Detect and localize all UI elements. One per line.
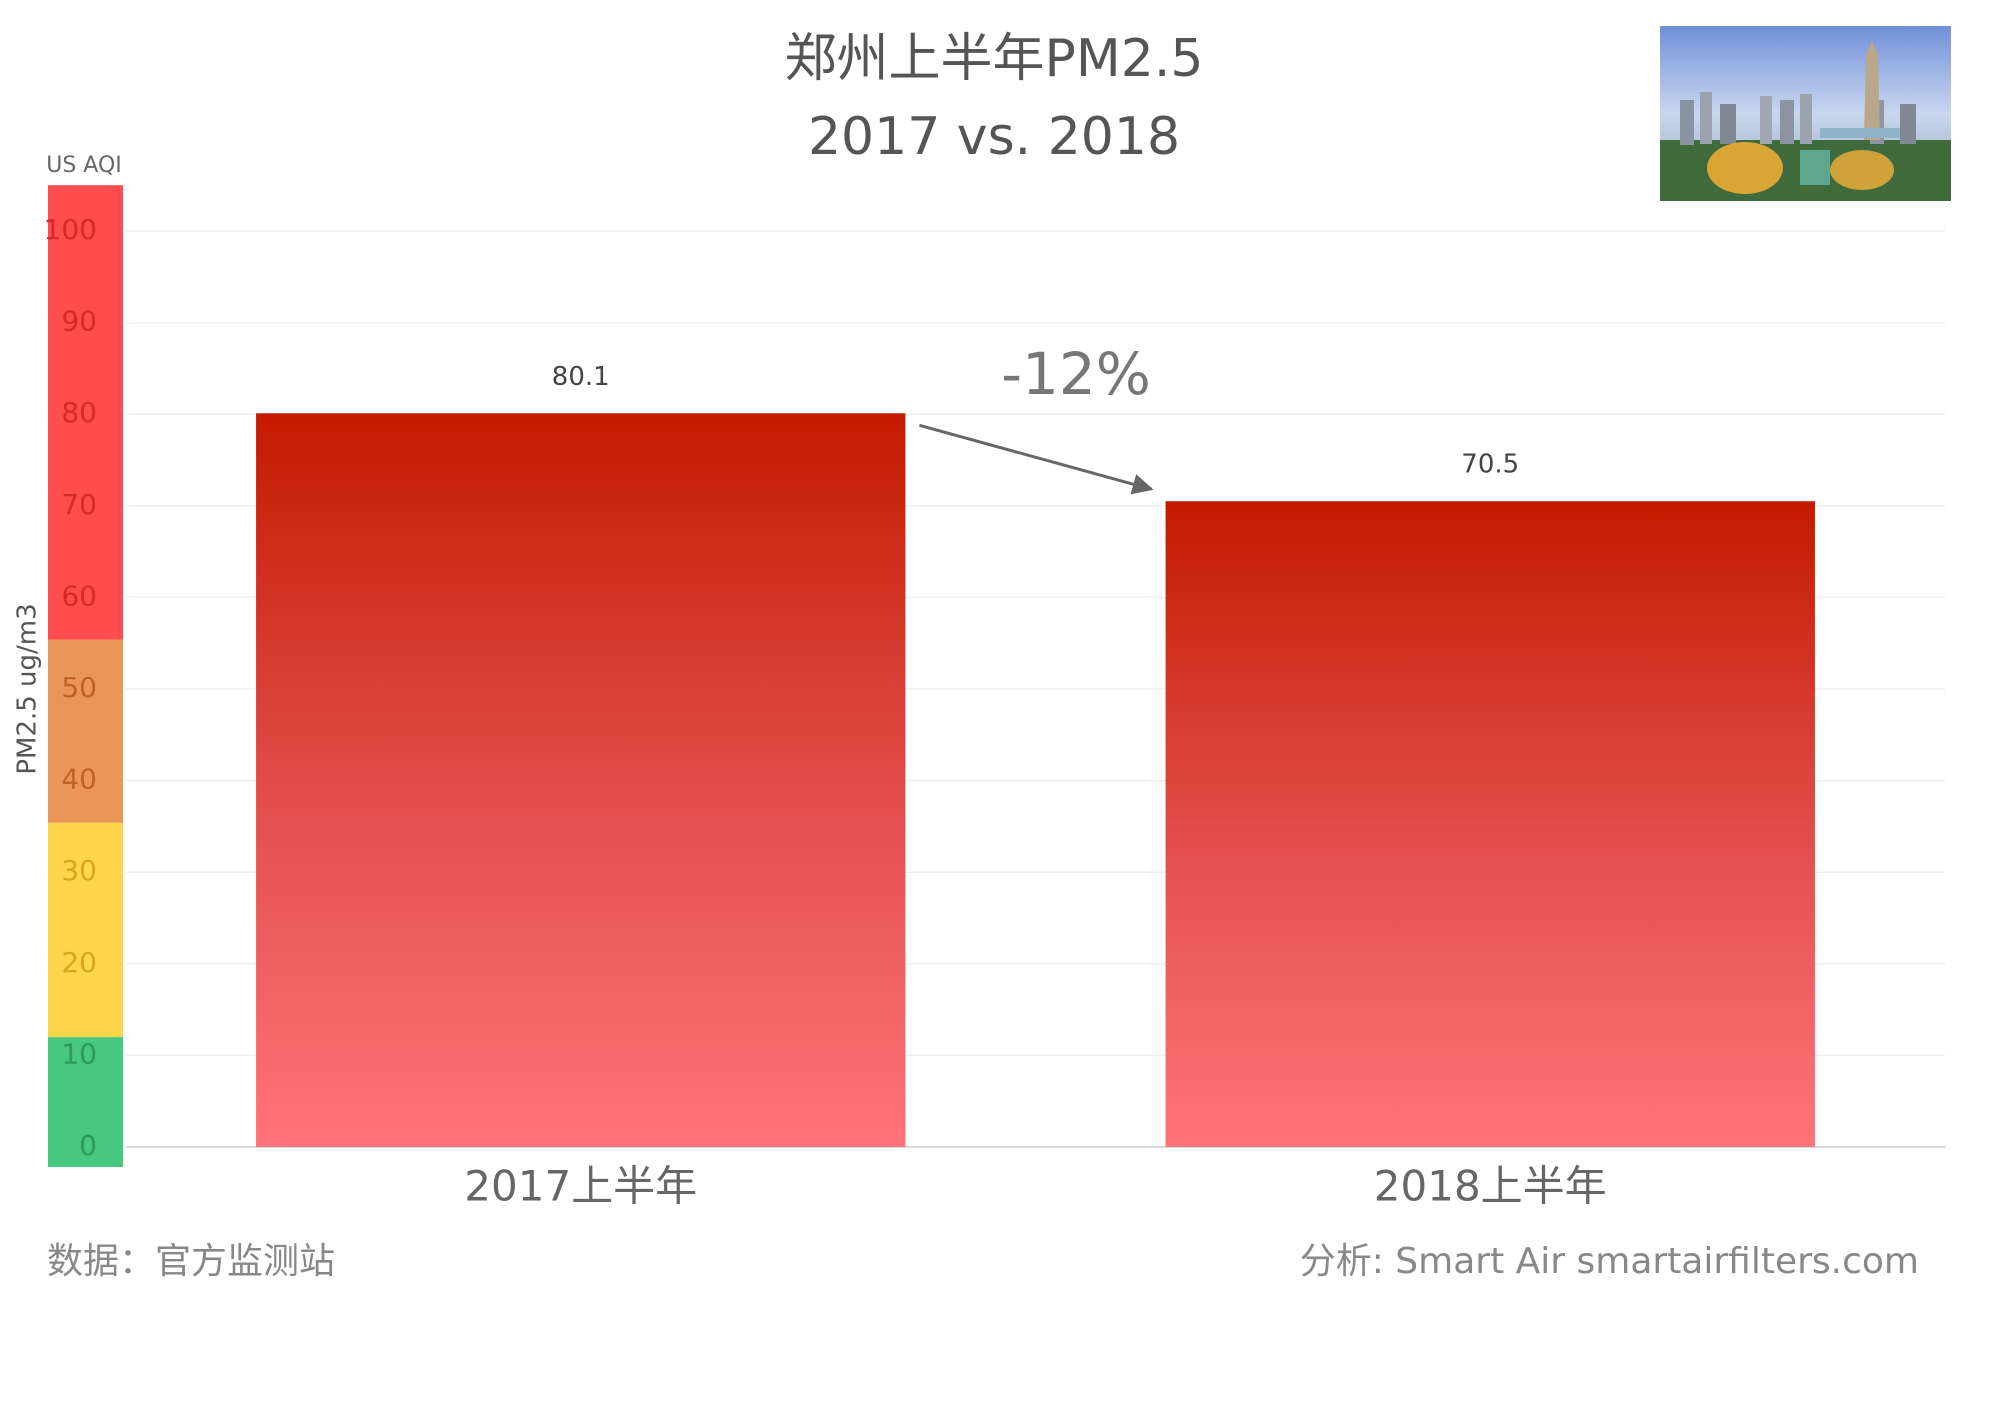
annotation: -12% [1001, 340, 1151, 408]
y-tick-label: 90 [61, 305, 97, 338]
y-tick-label: 10 [61, 1037, 97, 1070]
chart-subtitle: 2017 vs. 2018 [808, 107, 1180, 167]
chart-title: 郑州上半年PM2.5 [785, 29, 1204, 89]
aqi-label: US AQI [46, 153, 122, 178]
city-photo [1660, 26, 1951, 201]
aqi-band [48, 822, 123, 1038]
source: 数据：官方监测站 [47, 1241, 335, 1282]
y-tick-label: 50 [61, 671, 97, 704]
y-axis-label: PM2.5 ug/m3 [13, 603, 43, 774]
y-tick-label: 100 [44, 213, 97, 246]
aqi-band [48, 1037, 123, 1167]
y-tick-label: 30 [61, 854, 97, 887]
bar [1165, 501, 1815, 1148]
y-tick-label: 0 [79, 1129, 97, 1162]
value-label: 70.5 [1461, 450, 1519, 480]
y-tick-label: 60 [61, 579, 97, 612]
x-tick-label: 2018上半年 [1374, 1162, 1607, 1211]
bar [256, 413, 906, 1147]
x-tick-label: 2017上半年 [464, 1162, 697, 1211]
annotation-arrow [919, 423, 1154, 495]
aqi-band [48, 639, 123, 823]
value-label: 80.1 [552, 362, 610, 392]
y-tick-label: 80 [61, 396, 97, 429]
y-tick-label: 20 [61, 946, 97, 979]
y-tick-label: 40 [61, 763, 97, 796]
credit: 分析: Smart Air smartairfilters.com [1300, 1241, 1919, 1282]
aqi-band [48, 185, 123, 640]
y-tick-label: 70 [61, 488, 97, 521]
